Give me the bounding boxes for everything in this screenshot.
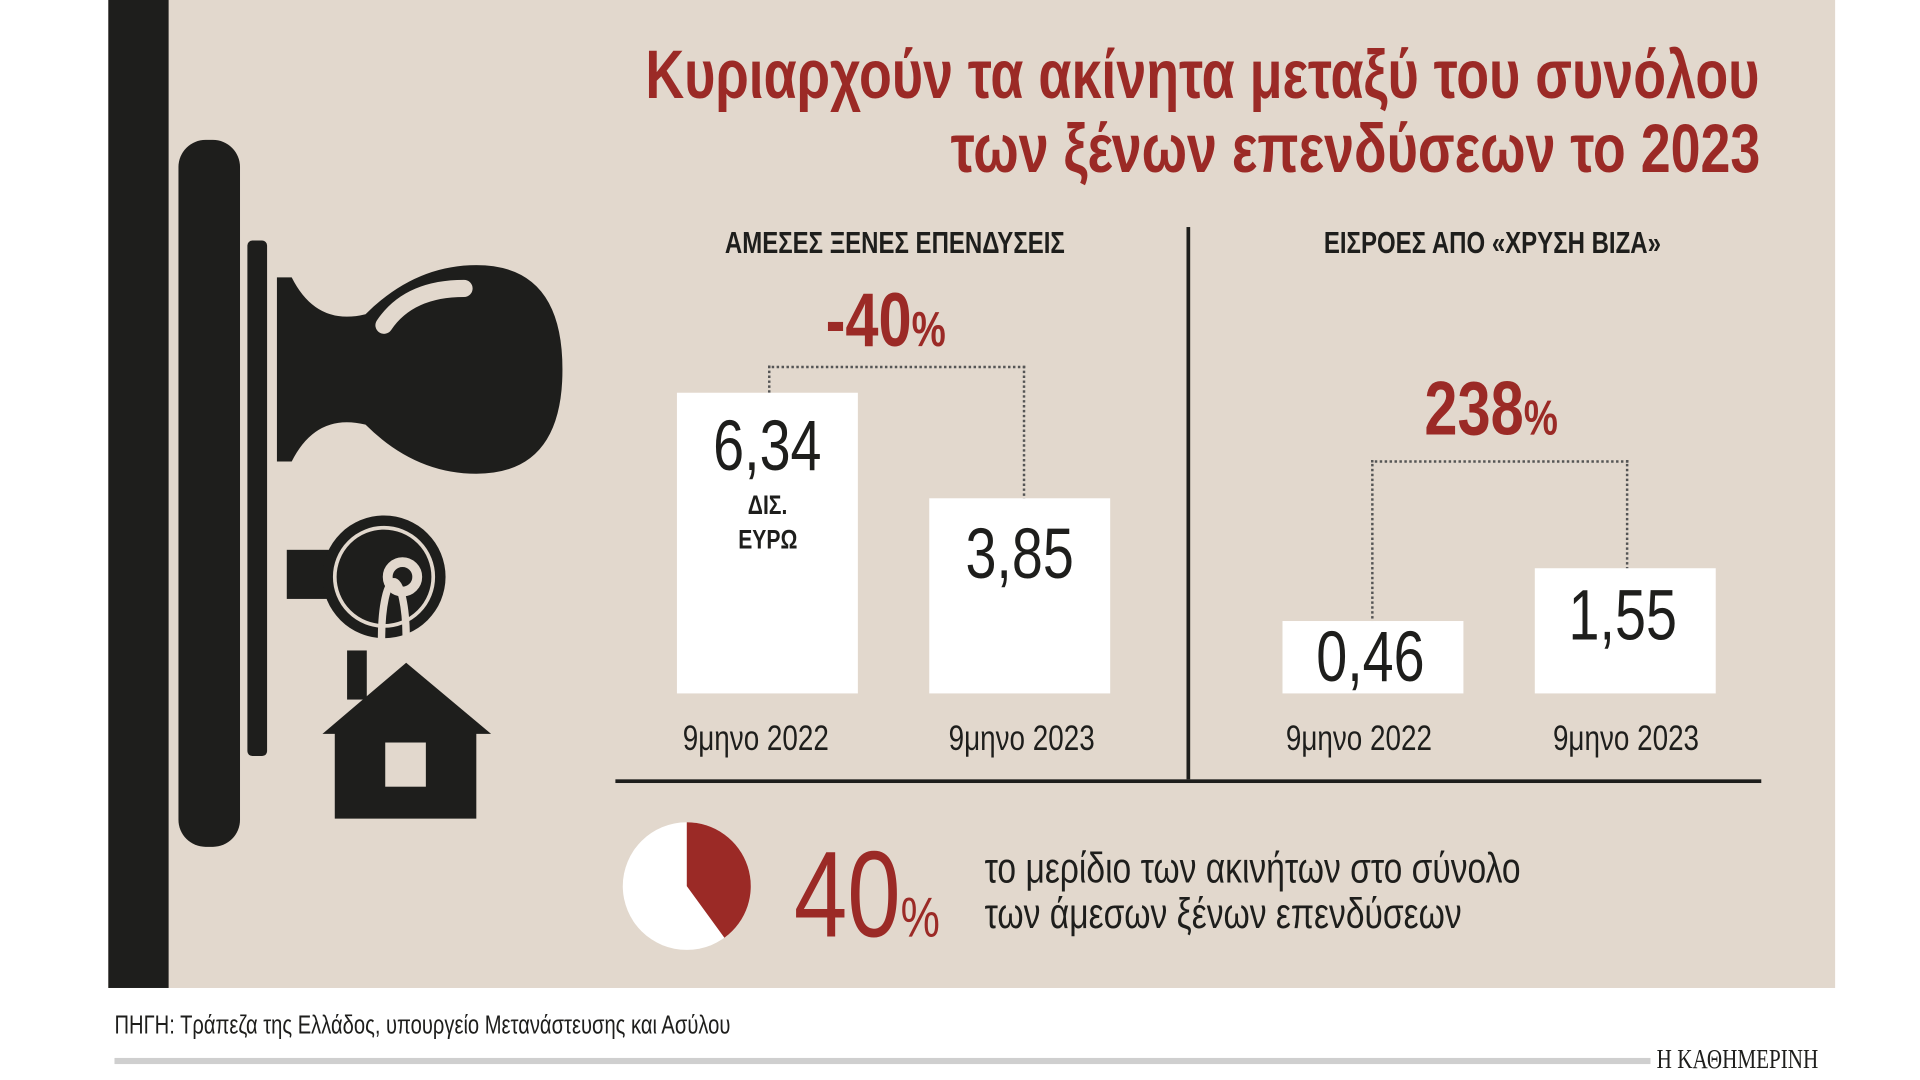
share-value: 40% bbox=[793, 825, 940, 964]
fdi-heading: ΑΜΕΣΕΣ ΞΕΝΕΣ ΕΠΕΝΔΥΣΕΙΣ bbox=[725, 225, 1066, 261]
value-visa-2023: 1,55 bbox=[1568, 575, 1677, 656]
unit-label: ΔΙΣ. ΕΥΡΩ bbox=[737, 489, 797, 555]
label-visa-2022: 9μηνο 2022 bbox=[1285, 719, 1432, 759]
golden-visa-change: 238% bbox=[1424, 366, 1559, 452]
bar-visa-2023 bbox=[1534, 568, 1716, 694]
divider-vertical bbox=[1186, 227, 1191, 780]
share-text-line-1: το μερίδιο των ακινήτων στο σύνολο bbox=[984, 844, 1521, 893]
plate-edge bbox=[247, 240, 268, 757]
label-fdi-2022: 9μηνο 2022 bbox=[682, 719, 829, 759]
bar-visa-2022 bbox=[1282, 621, 1464, 694]
door-knob-key-illustration bbox=[178, 139, 563, 847]
title-line-1: Κυριαρχούν τα ακίνητα μεταξύ του συνόλου bbox=[645, 35, 1761, 113]
pie-slice-real-estate bbox=[686, 822, 751, 938]
source-note: ΠΗΓΗ: Τράπεζα της Ελλάδος, υπουργείο Μετ… bbox=[114, 1011, 731, 1040]
bar-fdi-2022 bbox=[676, 392, 858, 694]
door-edge bbox=[108, 0, 169, 988]
value-fdi-2023: 3,85 bbox=[965, 514, 1074, 595]
door-knob-icon bbox=[276, 265, 563, 474]
background-panel bbox=[108, 0, 1836, 988]
door-plate bbox=[178, 139, 241, 847]
bar-fdi-2023 bbox=[929, 498, 1111, 694]
label-fdi-2023: 9μηνο 2023 bbox=[948, 719, 1095, 759]
label-visa-2023: 9μηνο 2023 bbox=[1552, 719, 1699, 759]
value-visa-2022: 0,46 bbox=[1316, 617, 1425, 698]
fdi-change: -40% bbox=[826, 278, 947, 364]
house-keychain-icon bbox=[322, 662, 492, 819]
footer-rule bbox=[114, 1057, 1651, 1065]
golden-visa-bracket bbox=[1371, 460, 1629, 624]
logo: Η ΚΑΘΗΜΕΡΙΝΗ bbox=[1656, 1043, 1819, 1074]
value-fdi-2022: 6,34 bbox=[713, 406, 822, 487]
baseline bbox=[615, 779, 1762, 784]
share-text-line-2: των άμεσων ξένων επενδύσεων bbox=[984, 889, 1462, 938]
share-pie bbox=[622, 822, 751, 950]
golden-visa-heading: ΕΙΣΡΟΕΣ ΑΠΟ «ΧΡΥΣΗ ΒΙΖΑ» bbox=[1323, 225, 1661, 261]
title-line-2: των ξένων επενδύσεων το 2023 bbox=[950, 109, 1761, 187]
